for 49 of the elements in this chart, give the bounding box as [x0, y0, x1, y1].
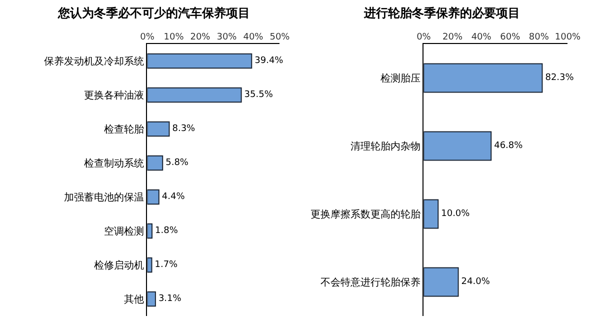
x-tick-label: 0%	[416, 32, 432, 42]
data-label: 24.0%	[461, 277, 490, 287]
y-tick-label: 保养发动机及冷却系统	[44, 56, 144, 68]
x-tick-label: 50%	[270, 32, 290, 42]
x-tick-label: 30%	[216, 32, 238, 42]
bar	[424, 63, 543, 93]
data-label: 8.3%	[172, 124, 196, 134]
bar	[147, 189, 160, 205]
data-label: 10.0%	[441, 209, 470, 219]
data-label: 4.4%	[162, 192, 186, 202]
chart-title: 您认为冬季必不可少的汽车保养项目	[57, 6, 250, 20]
chart-title: 进行轮胎冬季保养的必要项目	[363, 6, 520, 20]
bar	[424, 199, 439, 229]
data-label: 46.8%	[494, 141, 524, 151]
data-label: 3.1%	[158, 294, 182, 304]
x-tick-label: 100%	[554, 32, 582, 42]
x-tick-label: 20%	[190, 32, 211, 42]
x-tick-label: 40%	[471, 32, 492, 42]
bar	[147, 121, 170, 137]
y-tick-label: 检修启动机	[94, 260, 144, 272]
x-tick-label: 10%	[164, 32, 184, 42]
bar	[147, 87, 242, 103]
data-label: 82.3%	[545, 73, 574, 83]
y-tick-label: 空调检测	[104, 226, 144, 238]
bar	[147, 53, 252, 69]
y-tick-label: 检测胎压	[380, 72, 421, 84]
data-label: 5.8%	[166, 158, 189, 168]
y-tick-label: 检查制动系统	[84, 158, 144, 170]
bar	[147, 291, 156, 307]
y-tick-label: 更换各种油液	[84, 90, 144, 102]
y-tick-label: 加强蓄电池的保温	[64, 192, 144, 204]
data-label: 1.8%	[155, 226, 178, 236]
bar	[147, 223, 153, 239]
bar	[147, 155, 164, 171]
bar	[424, 131, 492, 161]
y-tick-label: 清理轮胎内杂物	[350, 140, 421, 152]
y-tick-label: 更换摩擦系数更高的轮胎	[310, 208, 421, 220]
x-tick-label: 40%	[243, 32, 264, 42]
y-tick-label: 检查轮胎	[104, 124, 144, 136]
x-tick-label: 20%	[442, 32, 463, 42]
data-label: 35.5%	[244, 90, 274, 100]
x-tick-label: 60%	[500, 32, 521, 42]
data-label: 1.7%	[154, 260, 178, 270]
x-tick-label: 80%	[528, 32, 550, 42]
x-tick-label: 0%	[140, 32, 155, 42]
y-tick-label: 其他	[124, 294, 144, 306]
y-tick-label: 不会特意进行轮胎保养	[320, 276, 421, 288]
data-label: 39.4%	[254, 56, 284, 66]
bar	[424, 267, 459, 297]
